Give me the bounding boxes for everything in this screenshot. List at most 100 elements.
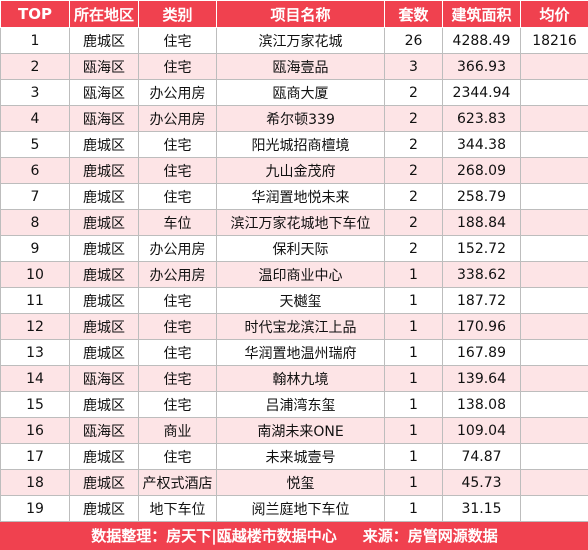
cell-top: 11	[1, 288, 70, 314]
cell-units: 1	[385, 288, 443, 314]
cell-category: 住宅	[139, 392, 217, 418]
cell-price	[521, 314, 588, 340]
cell-price	[521, 496, 588, 522]
cell-category: 地下车位	[139, 496, 217, 522]
cell-price	[521, 366, 588, 392]
cell-region: 鹿城区	[70, 262, 139, 288]
cell-price	[521, 158, 588, 184]
cell-units: 1	[385, 470, 443, 496]
cell-category: 办公用房	[139, 80, 217, 106]
cell-units: 2	[385, 210, 443, 236]
cell-units: 2	[385, 184, 443, 210]
cell-area: 268.09	[443, 158, 521, 184]
cell-project: 天樾玺	[217, 288, 385, 314]
cell-project: 瓯海壹品	[217, 54, 385, 80]
cell-price	[521, 470, 588, 496]
cell-top: 19	[1, 496, 70, 522]
cell-area: 139.64	[443, 366, 521, 392]
cell-price	[521, 392, 588, 418]
cell-top: 16	[1, 418, 70, 444]
cell-price	[521, 340, 588, 366]
cell-area: 344.38	[443, 132, 521, 158]
cell-units: 2	[385, 80, 443, 106]
cell-price	[521, 262, 588, 288]
cell-region: 瓯海区	[70, 54, 139, 80]
cell-region: 鹿城区	[70, 236, 139, 262]
cell-top: 1	[1, 28, 70, 54]
cell-top: 3	[1, 80, 70, 106]
cell-project: 阅兰庭地下车位	[217, 496, 385, 522]
header-region: 所在地区	[70, 1, 139, 28]
cell-region: 瓯海区	[70, 80, 139, 106]
table-header: TOP 所在地区 类别 项目名称 套数 建筑面积 均价	[1, 1, 588, 28]
cell-units: 1	[385, 496, 443, 522]
cell-units: 1	[385, 366, 443, 392]
cell-category: 商业	[139, 418, 217, 444]
header-category: 类别	[139, 1, 217, 28]
cell-category: 办公用房	[139, 106, 217, 132]
cell-area: 623.83	[443, 106, 521, 132]
footer-row: 数据整理：房天下|瓯越楼市数据中心来源：房管网源数据	[1, 522, 588, 550]
header-project: 项目名称	[217, 1, 385, 28]
cell-region: 鹿城区	[70, 444, 139, 470]
cell-category: 办公用房	[139, 262, 217, 288]
cell-project: 保利天际	[217, 236, 385, 262]
cell-top: 5	[1, 132, 70, 158]
cell-category: 住宅	[139, 288, 217, 314]
cell-area: 138.08	[443, 392, 521, 418]
cell-units: 26	[385, 28, 443, 54]
cell-price	[521, 132, 588, 158]
cell-top: 18	[1, 470, 70, 496]
table-footer: 数据整理：房天下|瓯越楼市数据中心来源：房管网源数据	[1, 522, 588, 550]
cell-project: 九山金茂府	[217, 158, 385, 184]
cell-category: 住宅	[139, 314, 217, 340]
cell-project: 南湖未来ONE	[217, 418, 385, 444]
cell-area: 170.96	[443, 314, 521, 340]
cell-category: 住宅	[139, 366, 217, 392]
cell-category: 住宅	[139, 132, 217, 158]
cell-area: 45.73	[443, 470, 521, 496]
cell-project: 时代宝龙滨江上品	[217, 314, 385, 340]
cell-category: 住宅	[139, 340, 217, 366]
cell-price	[521, 288, 588, 314]
cell-region: 鹿城区	[70, 184, 139, 210]
cell-units: 3	[385, 54, 443, 80]
cell-project: 华润置地悦未来	[217, 184, 385, 210]
cell-category: 住宅	[139, 158, 217, 184]
header-price: 均价	[521, 1, 588, 28]
cell-category: 办公用房	[139, 236, 217, 262]
footer-cell: 数据整理：房天下|瓯越楼市数据中心来源：房管网源数据	[1, 522, 588, 550]
cell-area: 4288.49	[443, 28, 521, 54]
cell-units: 1	[385, 392, 443, 418]
cell-region: 鹿城区	[70, 28, 139, 54]
cell-top: 17	[1, 444, 70, 470]
cell-area: 338.62	[443, 262, 521, 288]
cell-project: 滨江万家花城地下车位	[217, 210, 385, 236]
cell-region: 瓯海区	[70, 418, 139, 444]
footer-source: 来源：房管网源数据	[363, 527, 498, 545]
cell-project: 悦玺	[217, 470, 385, 496]
cell-area: 31.15	[443, 496, 521, 522]
cell-units: 2	[385, 158, 443, 184]
cell-area: 187.72	[443, 288, 521, 314]
cell-units: 1	[385, 418, 443, 444]
cell-price	[521, 184, 588, 210]
cell-price	[521, 54, 588, 80]
cell-price	[521, 106, 588, 132]
cell-price	[521, 236, 588, 262]
